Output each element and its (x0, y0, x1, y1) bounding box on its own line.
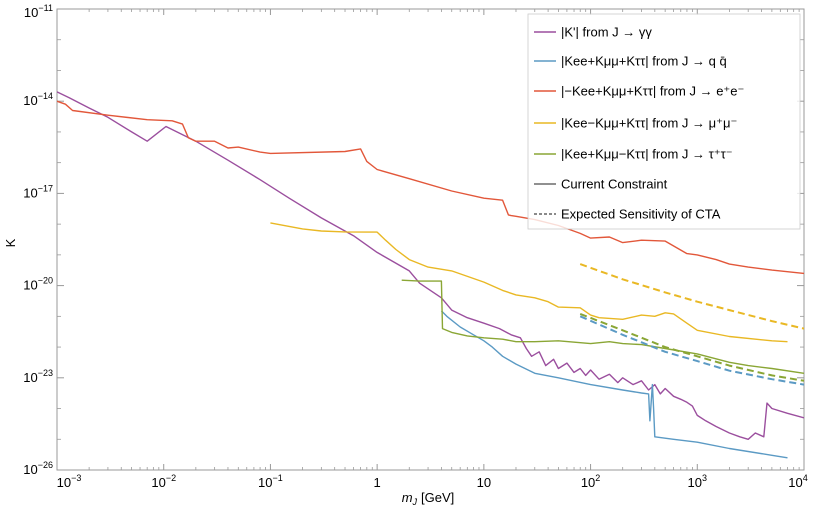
x-tick-label: 102 (581, 473, 600, 490)
x-tick-label-base: 10 (477, 475, 491, 490)
legend-label-current-constraint: Current Constraint (561, 177, 668, 192)
series-line-3 (57, 100, 804, 275)
x-tick-label-exponent: −1 (273, 473, 283, 483)
y-tick-label-base: 10 (24, 5, 38, 20)
legend-item-gamma-gamma: |K'| from J → γγ (534, 25, 652, 40)
x-tick-label-base: 10 (581, 475, 595, 490)
y-tick-label: 10−11 (24, 3, 53, 20)
y-tick-label-base: 10 (23, 185, 37, 200)
legend-label-q-qbar: |Kee+Kμμ+Kττ| from J → q q̄ (561, 54, 727, 69)
legend-item-current-constraint: Current Constraint (534, 177, 668, 192)
x-tick-label-base: 10 (688, 475, 702, 490)
x-axis-label-var: m (402, 490, 413, 505)
x-tick-label: 103 (688, 473, 707, 490)
y-tick-label: 10−14 (23, 91, 53, 108)
x-tick-label: 10 (477, 475, 491, 490)
y-tick-label-exponent: −14 (38, 91, 53, 101)
series-line-1 (57, 91, 804, 440)
series-line-8-dashed (579, 312, 804, 382)
x-axis-label-unit: [GeV] (421, 490, 454, 505)
x-tick-label: 10−2 (151, 473, 176, 490)
x-tick-label-base: 1 (374, 475, 381, 490)
y-tick-label-exponent: −23 (38, 368, 53, 378)
y-tick-label: 10−20 (23, 276, 53, 293)
axis-ticks: 10−3 10−2 10−1 1 10 102 103 10410−2610−2310−201… (23, 3, 807, 490)
series-line-6-dashed (579, 263, 804, 330)
x-tick-label-exponent: 4 (803, 473, 808, 483)
series-line-7-dashed (579, 315, 804, 386)
legend-label-mu-mu: |Kee−Kμμ+Kττ| from J → μ⁺μ⁻ (561, 116, 737, 131)
legend-item-tau-tau: |Kee+Kμμ−Kττ| from J → τ⁺τ⁻ (534, 147, 733, 162)
x-tick-label-exponent: −2 (166, 473, 176, 483)
legend-box (527, 13, 801, 230)
series-layer (57, 91, 804, 459)
series-line-5 (401, 279, 804, 374)
legend-item-e-e: |−Kee+Kμμ+Kττ| from J → e⁺e⁻ (534, 84, 744, 99)
x-tick-label-base: 10 (151, 475, 165, 490)
x-axis-label: mJ [GeV] (402, 490, 455, 507)
x-tick-label-exponent: 2 (595, 473, 600, 483)
y-tick-label: 10−23 (23, 368, 53, 385)
legend-item-mu-mu: |Kee−Kμμ+Kττ| from J → μ⁺μ⁻ (534, 116, 737, 131)
x-axis-label-sub: J (412, 497, 418, 507)
y-tick-label-base: 10 (23, 370, 37, 385)
series-line-4 (270, 222, 788, 343)
x-tick-label: 104 (788, 473, 807, 490)
x-tick-label: 10−1 (258, 473, 283, 490)
x-tick-label: 1 (374, 475, 381, 490)
legend-label-tau-tau: |Kee+Kμμ−Kττ| from J → τ⁺τ⁻ (561, 147, 733, 162)
y-tick-label-base: 10 (23, 278, 37, 293)
y-tick-label-exponent: −11 (38, 3, 53, 13)
legend-item-expected-sensitivity: Expected Sensitivity of CTA (534, 207, 721, 222)
legend-label-e-e: |−Kee+Kμμ+Kττ| from J → e⁺e⁻ (561, 84, 744, 99)
x-tick-label-exponent: 3 (702, 473, 707, 483)
y-tick-label-exponent: −20 (38, 276, 53, 286)
y-tick-label-base: 10 (23, 93, 37, 108)
x-tick-label: 10−3 (57, 473, 82, 490)
legend-label-expected-sensitivity: Expected Sensitivity of CTA (561, 207, 721, 222)
legend-item-q-qbar: |Kee+Kμμ+Kττ| from J → q q̄ (534, 54, 727, 69)
legend-label-gamma-gamma: |K'| from J → γγ (561, 25, 652, 40)
legend: |K'| from J → γγ |Kee+Kμμ+Kττ| from J → … (527, 13, 801, 230)
y-axis-label: K (3, 238, 18, 247)
x-tick-label-base: 10 (258, 475, 272, 490)
series-line-2 (440, 310, 788, 459)
y-tick-label-exponent: −17 (38, 183, 53, 193)
x-tick-label-base: 10 (57, 475, 71, 490)
y-tick-label-exponent: −26 (38, 460, 53, 470)
x-tick-label-exponent: −3 (71, 473, 81, 483)
x-tick-label-base: 10 (788, 475, 802, 490)
y-tick-label: 10−26 (23, 460, 53, 477)
y-tick-label: 10−17 (23, 183, 53, 200)
y-tick-label-base: 10 (23, 462, 37, 477)
